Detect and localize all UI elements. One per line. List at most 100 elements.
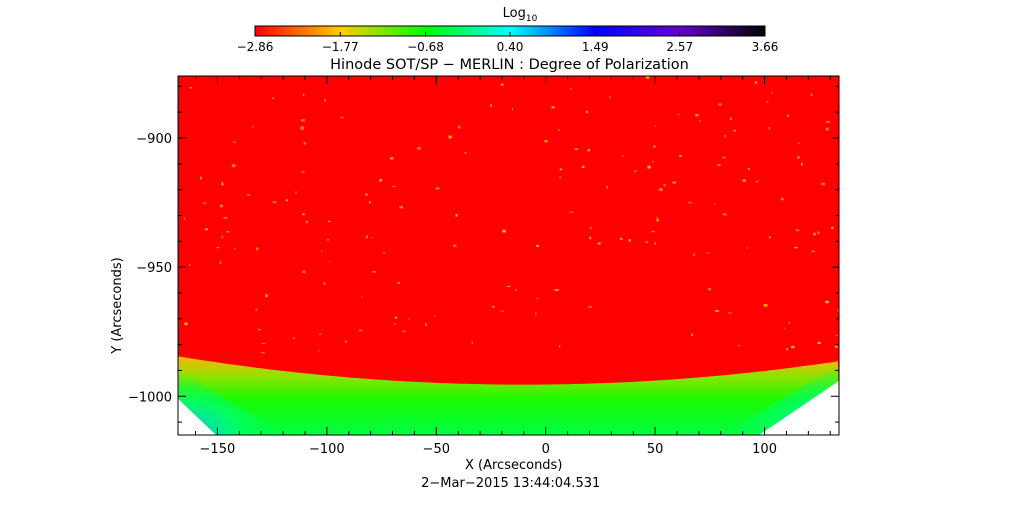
- speckle: [590, 226, 592, 229]
- speckle: [416, 147, 421, 150]
- speckle: [768, 126, 771, 130]
- speckle: [391, 185, 396, 188]
- speckle: [707, 288, 712, 291]
- speckle: [317, 349, 320, 352]
- speckle: [370, 237, 373, 239]
- speckle: [500, 310, 504, 312]
- heatmap-speckles: [183, 76, 839, 354]
- y-tick-label: −900: [136, 132, 172, 147]
- limb-band: [178, 356, 839, 435]
- speckle: [654, 242, 656, 245]
- speckle: [379, 178, 382, 182]
- speckle: [255, 308, 258, 311]
- speckle: [382, 252, 386, 254]
- speckle: [800, 162, 803, 166]
- speckle: [394, 316, 398, 319]
- speckle: [633, 170, 637, 172]
- speckle: [628, 239, 631, 242]
- speckle: [645, 76, 650, 79]
- speckle: [219, 204, 223, 208]
- speckle: [246, 194, 251, 196]
- speckle: [544, 140, 548, 143]
- speckle: [811, 250, 815, 253]
- speckle: [695, 114, 699, 117]
- x-tick-label: 100: [752, 442, 777, 457]
- speckle: [231, 164, 236, 168]
- x-tick-label: −50: [423, 442, 450, 457]
- speckle: [797, 156, 800, 159]
- speckle: [358, 329, 363, 332]
- speckle: [622, 155, 624, 157]
- speckle: [260, 352, 265, 354]
- speckle: [306, 220, 308, 224]
- speckle: [718, 103, 722, 106]
- speckle: [727, 312, 732, 314]
- speckle: [302, 213, 305, 216]
- speckle: [303, 142, 306, 145]
- speckle: [810, 93, 813, 96]
- speckle: [768, 236, 771, 239]
- x-tick-label: −100: [309, 442, 345, 457]
- speckle: [252, 125, 254, 128]
- speckle: [295, 191, 297, 194]
- colorbar-tick-label: 2.57: [666, 40, 693, 54]
- speckle: [464, 152, 467, 154]
- speckle: [188, 263, 191, 266]
- speckle: [366, 235, 368, 239]
- off-disk-left: [178, 398, 216, 435]
- speckle: [183, 217, 186, 220]
- x-axis-label: X (Arcseconds): [465, 458, 562, 473]
- speckle: [672, 181, 676, 184]
- speckle: [551, 106, 555, 109]
- speckle: [795, 229, 800, 231]
- speckle: [558, 129, 560, 132]
- speckle: [329, 261, 331, 263]
- y-tick-label: −950: [136, 261, 172, 276]
- speckle: [221, 235, 224, 239]
- speckle: [663, 184, 666, 187]
- speckle: [788, 321, 791, 324]
- speckle: [184, 322, 188, 326]
- speckle: [204, 228, 209, 231]
- speckle: [755, 180, 759, 183]
- speckle: [766, 101, 769, 103]
- speckle: [435, 187, 440, 190]
- speckle: [586, 110, 589, 114]
- speckle: [826, 121, 830, 123]
- speckle: [407, 318, 410, 320]
- speckle: [587, 149, 591, 152]
- speckle: [574, 148, 578, 150]
- speckle: [502, 229, 506, 233]
- speckle: [402, 330, 406, 333]
- speckle: [340, 116, 344, 119]
- speckle: [581, 165, 585, 168]
- speckle: [300, 119, 305, 122]
- speckle: [569, 211, 574, 213]
- speckle: [511, 107, 513, 111]
- colorbar-tick-label: 1.49: [582, 40, 609, 54]
- speckle: [780, 197, 784, 201]
- colorbar-label: Log10: [503, 6, 538, 24]
- speckle: [448, 135, 452, 139]
- speckle: [835, 334, 838, 337]
- speckle: [500, 83, 504, 86]
- speckle: [202, 202, 207, 204]
- speckle: [221, 182, 224, 186]
- speckle: [301, 171, 305, 173]
- speckle: [763, 304, 768, 307]
- speckle: [834, 345, 838, 348]
- speckle: [394, 323, 396, 325]
- speckle: [368, 201, 371, 204]
- y-axis-label: Y (Arcseconds): [110, 257, 125, 354]
- speckle: [223, 216, 228, 219]
- speckle: [453, 244, 457, 248]
- speckle: [272, 97, 275, 100]
- speckle: [730, 117, 732, 120]
- speckle: [794, 246, 798, 249]
- speckle: [285, 199, 288, 202]
- speckle: [706, 252, 710, 254]
- speckle: [559, 168, 563, 171]
- speckle: [272, 201, 277, 204]
